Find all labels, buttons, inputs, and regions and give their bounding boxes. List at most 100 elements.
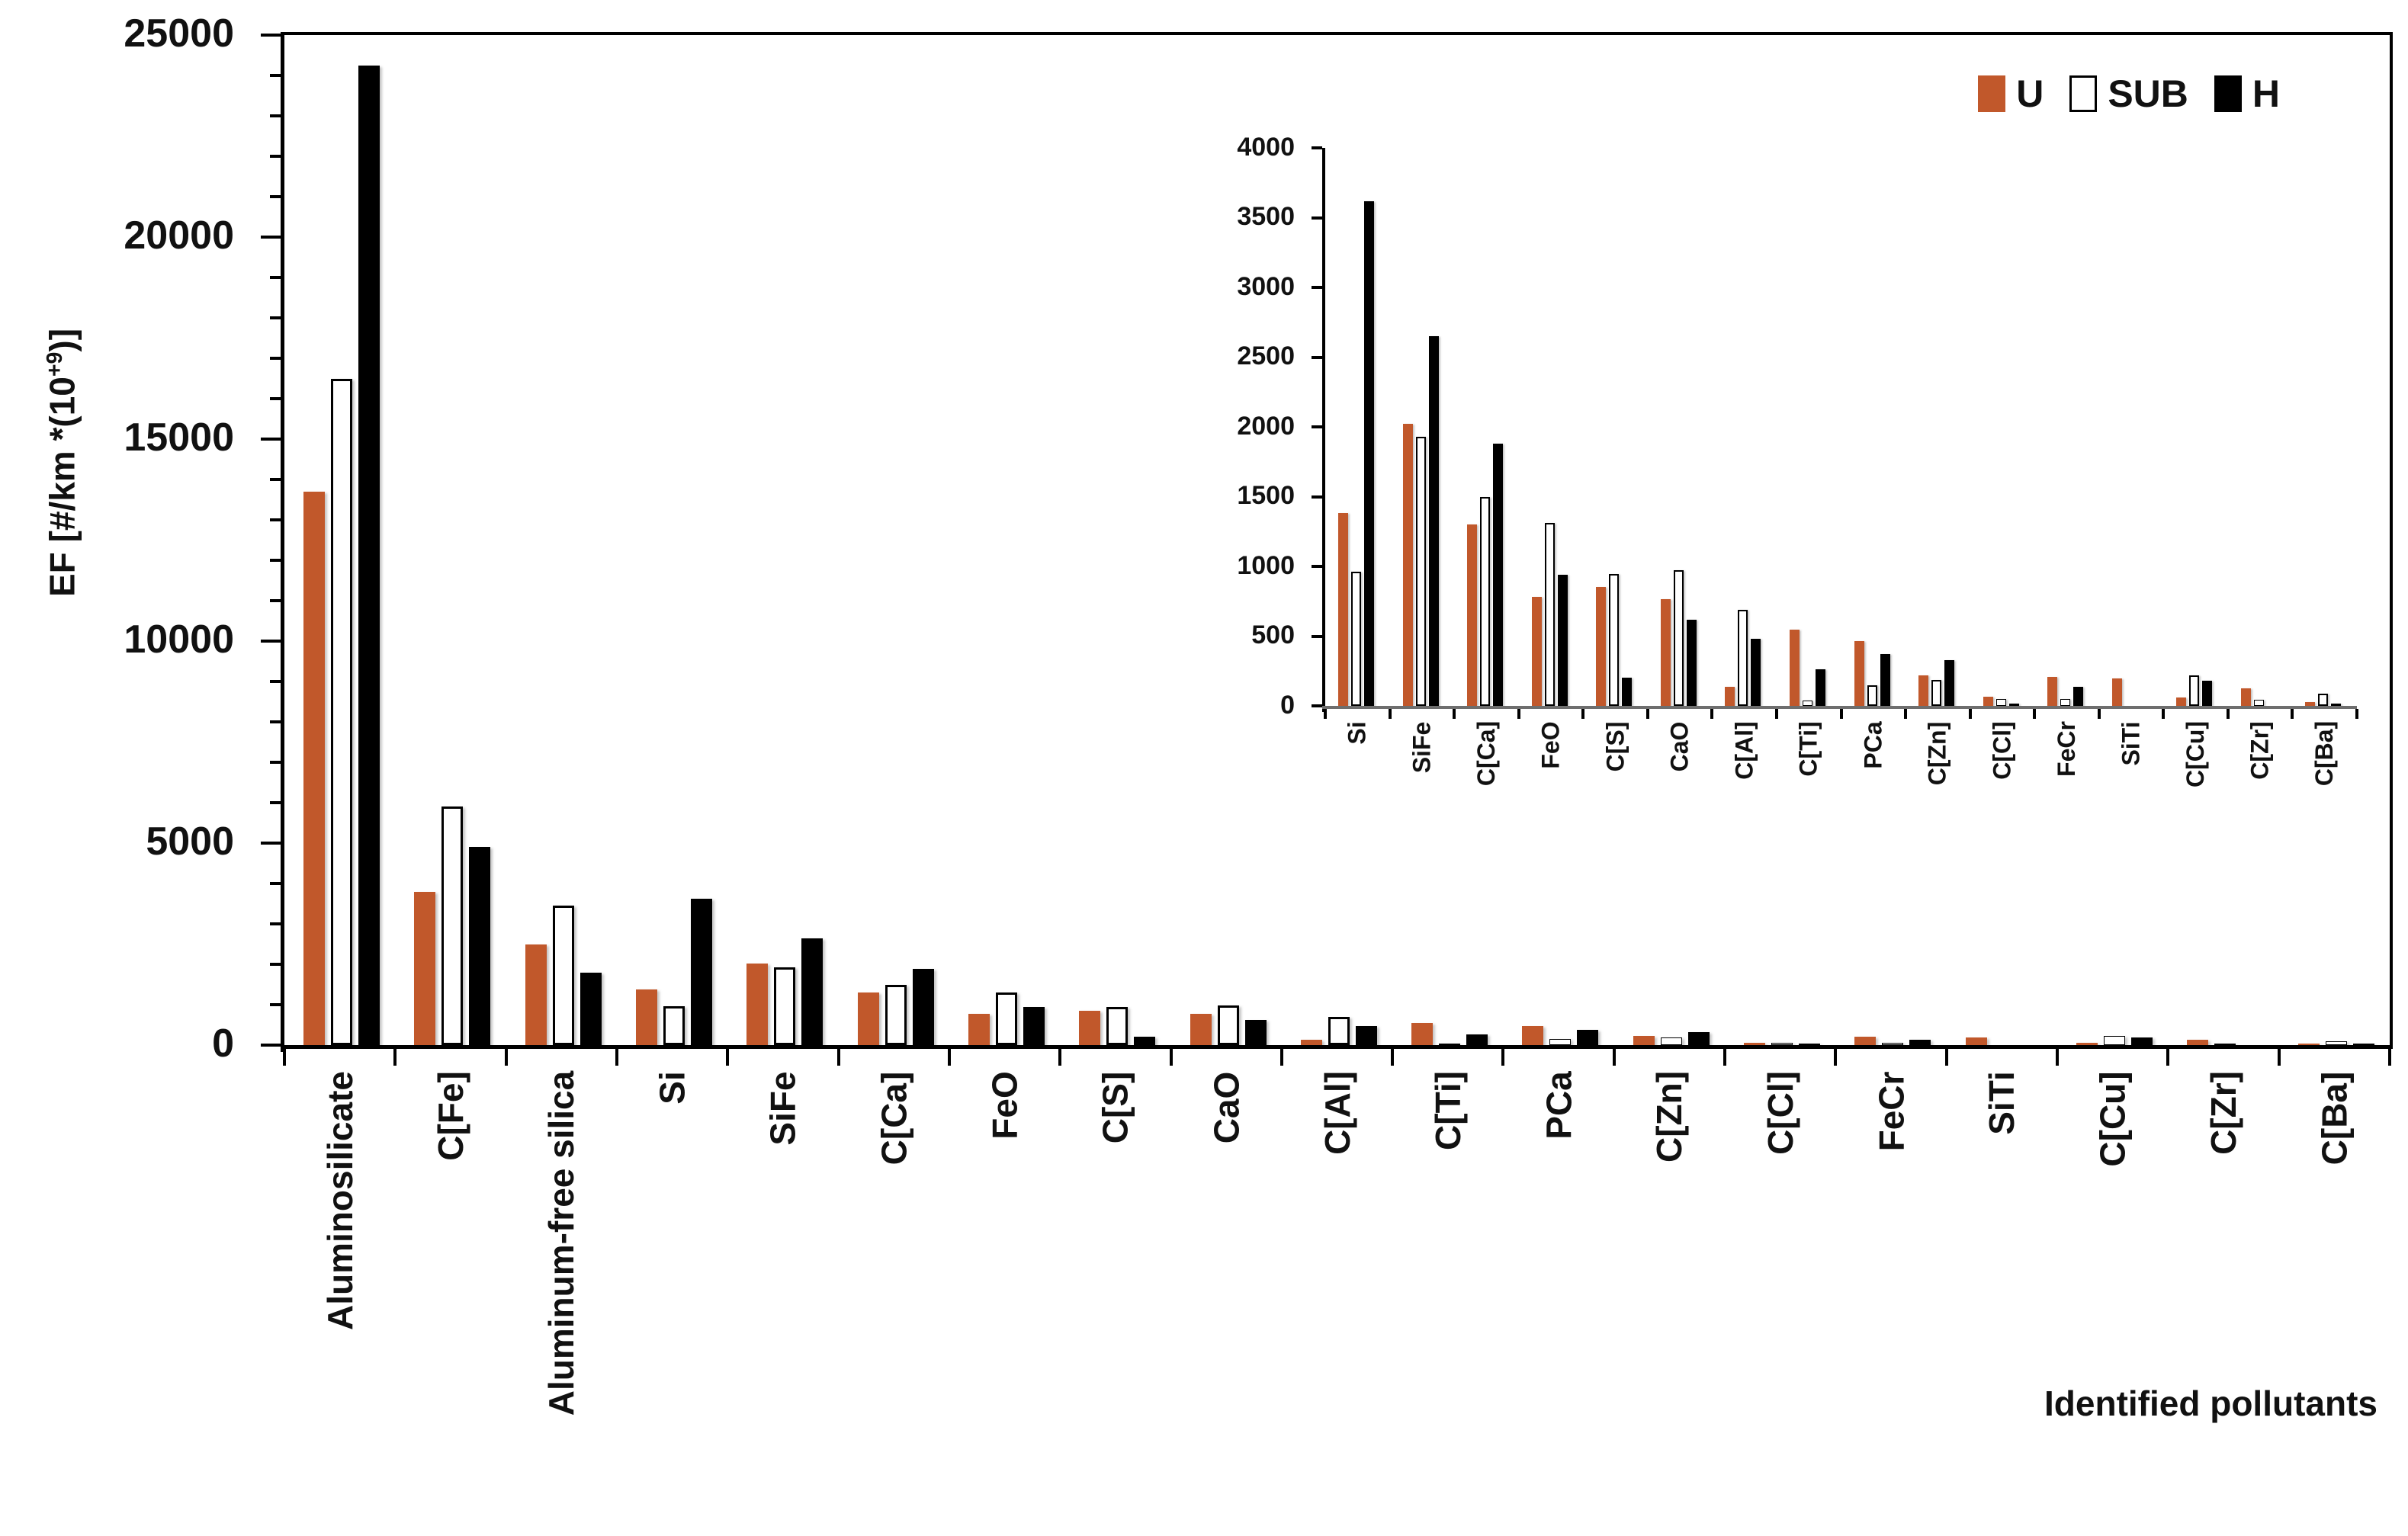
legend-label-h: H [2252,72,2280,115]
inset-x-tick [1645,709,1649,719]
inset-x-tick [1774,709,1778,719]
main-y-minor-tick [270,276,281,279]
main-x-tick [1279,1049,1283,1066]
main-bar-u-C[Cu] [2076,1042,2098,1045]
main-x-category-label: C[Ba] [2314,1071,2355,1165]
main-y-tick [261,1044,281,1047]
main-bar-sub-C[S] [1106,1006,1129,1045]
inset-bar-u-C[Cl] [1983,697,1993,706]
main-bar-u-FeO [968,1013,990,1045]
main-x-tick [2277,1049,2281,1066]
main-y-tick-label: 10000 [124,617,234,662]
main-y-minor-tick [270,1003,281,1006]
main-y-minor-tick [270,882,281,885]
main-bar-h-C[S] [1134,1037,1156,1045]
inset-x-category-label: C[Cl] [1988,720,2016,780]
inset-bar-u-C[Zn] [1918,675,1929,706]
main-bar-sub-CaO [1217,1005,1239,1045]
main-bar-h-C[Zn] [1687,1031,1710,1045]
main-y-minor-tick [270,922,281,925]
main-bar-u-SiTi [1965,1037,1987,1045]
inset-x-category-label: C[S] [1601,721,1629,771]
inset-bar-u-C[Cu] [2176,697,2187,706]
inset-bar-h-PCa [1880,654,1890,706]
main-y-tick [261,236,281,239]
main-y-minor-tick [270,478,281,481]
main-bar-sub-Aluminosilicate [331,378,352,1045]
inset-bar-h-C[Cu] [2202,681,2213,706]
main-bar-h-FeCr [1909,1039,1931,1045]
inset-bar-h-C[Al] [1751,639,1761,706]
main-bar-u-PCa [1522,1026,1544,1045]
main-y-minor-tick [270,963,281,966]
inset-bar-sub-C[Cl] [1995,698,2006,706]
main-x-tick [504,1049,508,1066]
main-x-axis-line [281,1045,2393,1049]
main-y-tick-label: 20000 [124,213,234,258]
inset-bar-u-CaO [1660,599,1671,706]
inset-x-category-label: C[Zn] [1923,721,1951,785]
inset-x-tick [1388,709,1392,719]
inset-bar-h-FeO [1557,574,1568,706]
inset-y-tick [1312,355,1322,359]
inset-bar-u-C[Al] [1725,687,1735,706]
legend-swatch-sub-icon [2069,75,2098,112]
main-y-tick-label: 15000 [124,415,234,460]
main-bar-sub-FeCr [1882,1043,1904,1045]
inset-bar-h-C[Ba] [2331,704,2342,706]
legend-item-h: H [2214,72,2280,116]
main-bar-sub-Aluminum-free silica [552,906,574,1045]
main-x-tick [726,1049,730,1066]
inset-bar-sub-C[Cu] [2189,675,2200,706]
inset-x-category-label: C[Ti] [1794,720,1822,777]
inset-bar-sub-CaO [1673,569,1684,706]
main-y-tick-label: 5000 [146,819,234,864]
main-bar-sub-C[Al] [1328,1017,1350,1045]
main-x-tick [1944,1049,1948,1066]
main-y-minor-tick [270,74,281,77]
inset-bar-sub-C[Ti] [1802,700,1812,706]
main-bar-u-CaO [1190,1014,1212,1045]
main-bar-u-FeCr [1854,1036,1877,1045]
main-y-tick [261,34,281,37]
inset-bar-u-SiFe [1402,424,1413,706]
inset-bar-sub-Si [1351,572,1361,706]
main-bar-u-C[Ca] [857,992,879,1045]
inset-x-tick [1324,709,1327,719]
main-x-tick [615,1049,618,1066]
main-y-tick-label: 0 [212,1021,234,1066]
main-bar-h-Si [690,899,712,1045]
inset-x-category-label: SiFe [1408,721,1436,773]
inset-x-category-label: PCa [1859,720,1887,769]
inset-bar-sub-FeCr [2060,698,2071,706]
main-y-minor-tick [270,518,281,521]
inset-x-category-label: Si [1343,720,1371,745]
main-bar-u-Si [635,989,657,1045]
inset-x-axis-line [1322,706,2357,709]
inset-x-category-label: FeO [1536,720,1565,769]
inset-y-tick-label: 1500 [1237,481,1295,511]
inset-bar-u-C[Zr] [2240,688,2251,706]
inset-x-category-label: C[Ca] [1472,720,1501,787]
main-bar-u-C[Zr] [2187,1040,2209,1045]
main-x-category-label: C[Zn] [1649,1070,1690,1163]
inset-y-tick-label: 4000 [1237,132,1295,162]
inset-x-category-label: C[Zr] [2246,720,2274,780]
inset-x-category-label: C[Ba] [2310,720,2339,787]
inset-x-tick [1968,709,1972,719]
inset-y-axis-line [1322,148,1325,712]
main-y-minor-tick [270,316,281,319]
main-bar-u-C[Ti] [1411,1023,1434,1045]
inset-bar-sub-C[Ca] [1480,496,1491,706]
main-y-tick [261,640,281,643]
inset-bar-sub-FeO [1544,523,1555,706]
main-y-minor-tick [270,761,281,764]
main-y-minor-tick [270,680,281,683]
inset-x-tick [2355,709,2358,719]
main-bar-u-C[Al] [1300,1039,1322,1045]
main-x-category-label: FeO [984,1070,1025,1140]
inset-y-tick [1312,565,1322,568]
inset-bar-sub-C[Zr] [2253,699,2264,706]
inset-bar-u-C[Ba] [2305,701,2316,706]
